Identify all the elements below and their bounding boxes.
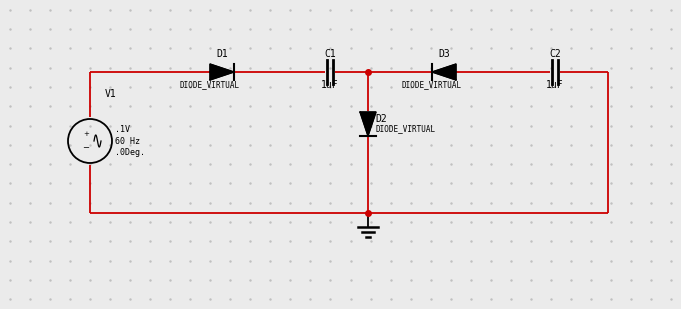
Text: DIODE_VIRTUAL: DIODE_VIRTUAL <box>402 81 462 90</box>
Text: D1: D1 <box>216 49 228 59</box>
Text: .1V
60 Hz
.0Deg.: .1V 60 Hz .0Deg. <box>115 125 145 157</box>
Text: +: + <box>83 131 89 137</box>
Text: −: − <box>82 143 89 153</box>
Text: DIODE_VIRTUAL: DIODE_VIRTUAL <box>180 81 240 90</box>
Text: D3: D3 <box>438 49 450 59</box>
Polygon shape <box>360 112 376 136</box>
Polygon shape <box>432 64 456 80</box>
Polygon shape <box>210 64 234 80</box>
Text: C1: C1 <box>324 49 336 59</box>
Text: V1: V1 <box>105 89 116 99</box>
Text: C2: C2 <box>549 49 561 59</box>
Text: DIODE_VIRTUAL: DIODE_VIRTUAL <box>375 125 435 133</box>
Text: 1uF: 1uF <box>546 80 564 90</box>
Text: D2: D2 <box>375 114 387 124</box>
Text: 1uF: 1uF <box>321 80 339 90</box>
